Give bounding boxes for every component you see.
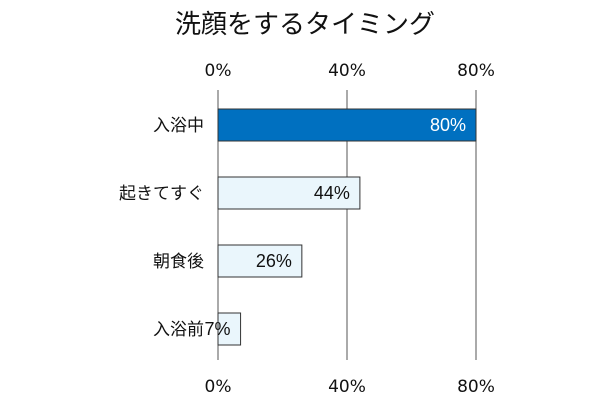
- category-label-3: 入浴前: [153, 320, 204, 340]
- data-label-2: 26%: [256, 251, 292, 271]
- bar-3: [217, 312, 242, 346]
- chart-title: 洗顔をするタイミング: [175, 10, 435, 40]
- top-tick-label-2: 80%: [457, 61, 495, 81]
- top-tick-label-1: 40%: [328, 61, 366, 81]
- bottom-axis-ticks: 0% 40% 80%: [205, 377, 495, 397]
- data-label-3: 7%: [205, 319, 231, 339]
- top-axis-ticks: 0% 40% 80%: [205, 61, 495, 81]
- data-label-1: 44%: [314, 183, 350, 203]
- bottom-tick-label-1: 40%: [328, 377, 366, 397]
- bars: 80% 44% 26% 7%: [205, 108, 477, 346]
- bar-1: [217, 176, 361, 210]
- bottom-tick-label-0: 0%: [205, 377, 232, 397]
- category-label-2: 朝食後: [153, 252, 204, 272]
- top-tick-label-0: 0%: [205, 61, 232, 81]
- category-label-1: 起きてすぐ: [119, 184, 204, 204]
- data-label-0: 80%: [430, 115, 466, 135]
- bar-2: [217, 244, 303, 278]
- bar-0: [217, 108, 477, 142]
- category-label-0: 入浴中: [153, 116, 204, 136]
- bottom-tick-label-2: 80%: [457, 377, 495, 397]
